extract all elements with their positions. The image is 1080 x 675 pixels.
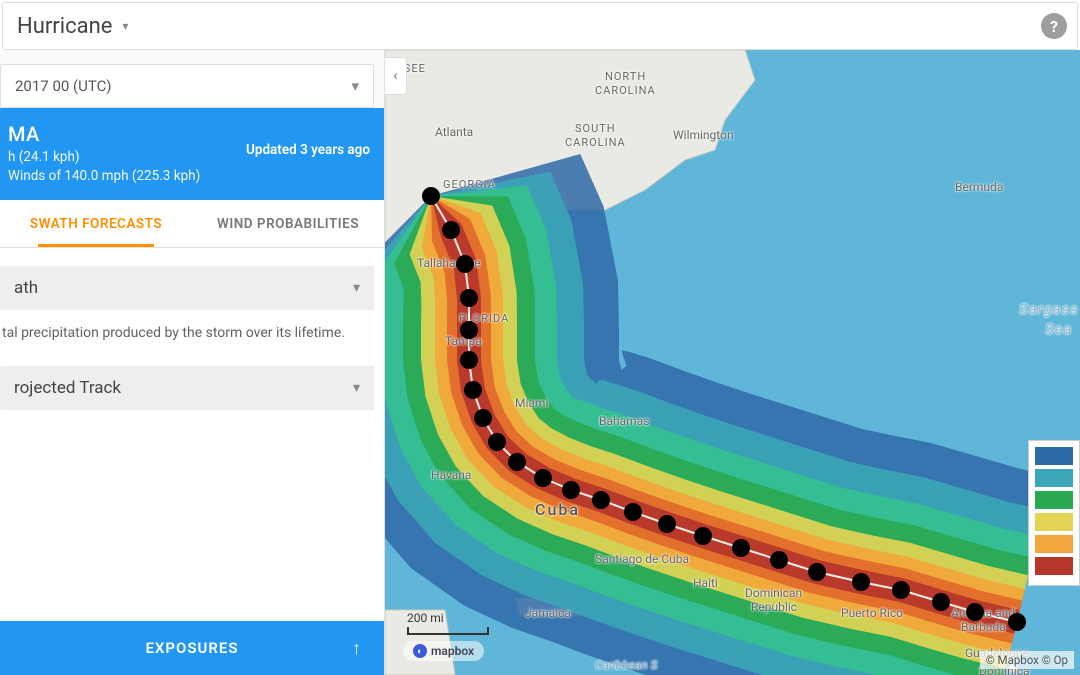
mapbox-icon: ◐ (413, 644, 427, 658)
mapbox-label: mapbox (431, 644, 474, 658)
swath-panel-title: ath (14, 278, 38, 298)
help-icon[interactable]: ? (1041, 13, 1067, 39)
swath-panel-header[interactable]: ath ▾ (0, 266, 374, 310)
projected-track-panel-header[interactable]: rojected Track ▾ (0, 366, 374, 410)
map-legend (1028, 440, 1080, 586)
map-scale: 200 mi (407, 611, 489, 635)
exposures-button[interactable]: EXPOSURES ↑ (0, 621, 384, 675)
date-select-value: 2017 00 (UTC) (15, 77, 111, 95)
tab-swath-forecasts[interactable]: SWATH FORECASTS (0, 200, 192, 247)
swath-panel-description: tal precipitation produced by the storm … (0, 320, 374, 366)
map-canvas (385, 50, 1080, 675)
mapbox-logo[interactable]: ◐ mapbox (403, 641, 484, 661)
storm-header: MA h (24.1 kph) Winds of 140.0 mph (225.… (0, 108, 384, 200)
map[interactable]: ‹ ESSEENORTHCAROLINAAtlantaSOUTHCAROLINA… (385, 50, 1080, 675)
legend-swatch (1035, 491, 1073, 509)
storm-updated: Updated 3 years ago (246, 142, 370, 158)
chevron-down-icon: ▾ (353, 380, 360, 396)
top-bar: Hurricane ▾ ? (2, 2, 1078, 50)
tab-wind-probabilities[interactable]: WIND PROBABILITIES (192, 200, 384, 247)
storm-winds: Winds of 140.0 mph (225.3 kph) (8, 168, 368, 184)
scale-bar-icon (407, 627, 489, 635)
date-select[interactable]: 2017 00 (UTC) ▾ (0, 64, 374, 108)
chevron-down-icon: ▾ (351, 77, 359, 95)
legend-swatch (1035, 535, 1073, 553)
legend-swatch (1035, 447, 1073, 465)
collapse-sidebar-button[interactable]: ‹ (385, 57, 407, 95)
legend-swatch (1035, 469, 1073, 487)
panel-body: ath ▾ tal precipitation produced by the … (0, 248, 384, 621)
page-title: Hurricane (17, 14, 112, 39)
legend-swatch (1035, 557, 1073, 575)
chevron-left-icon: ‹ (393, 68, 397, 84)
exposures-label: EXPOSURES (145, 639, 238, 657)
arrow-up-icon: ↑ (352, 638, 362, 659)
projected-track-title: rojected Track (14, 378, 121, 398)
map-attribution: © Mapbox © Op (980, 651, 1074, 669)
chevron-down-icon: ▾ (353, 280, 360, 296)
legend-swatch (1035, 513, 1073, 531)
title-dropdown-icon[interactable]: ▾ (122, 19, 128, 33)
tabs: SWATH FORECASTS WIND PROBABILITIES (0, 200, 384, 248)
sidebar: 2017 00 (UTC) ▾ MA h (24.1 kph) Winds of… (0, 50, 385, 675)
map-scale-label: 200 mi (407, 611, 444, 625)
